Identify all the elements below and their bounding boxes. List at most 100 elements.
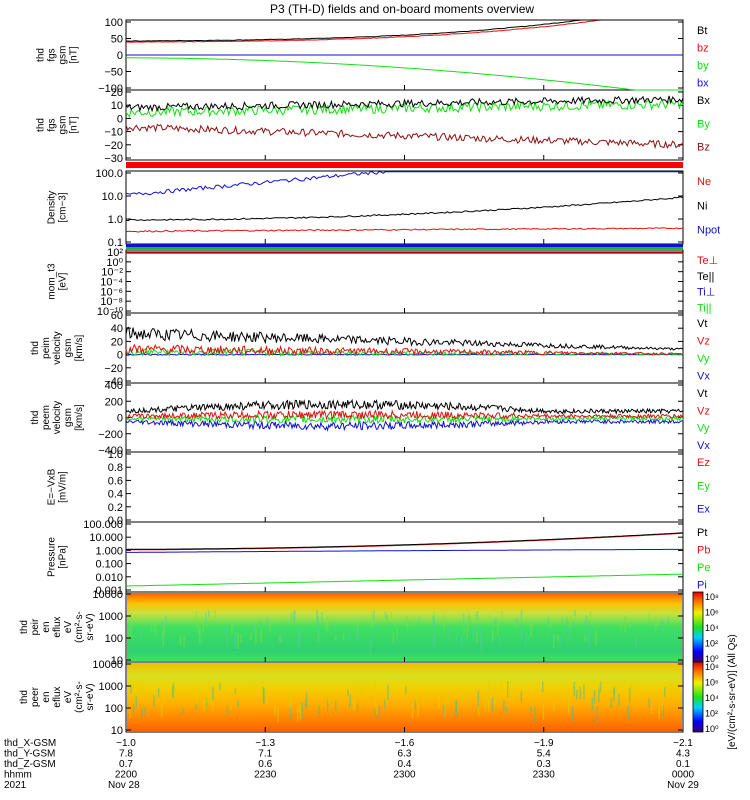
y-axis-label: eflux <box>52 616 63 637</box>
electron-spectrogram-texture <box>579 686 582 700</box>
ion-spectrogram-texture <box>297 630 300 641</box>
electron-spectrogram-texture <box>326 699 329 711</box>
electron-spectrogram-texture <box>542 681 544 693</box>
ion-spectrogram-texture <box>223 627 226 635</box>
ion-spectrogram-texture <box>240 634 242 643</box>
electron-spectrogram-texture <box>416 691 418 706</box>
y-tick-label: 0.0 <box>108 515 123 527</box>
ion-spectrogram-texture <box>201 615 203 624</box>
electron-spectrogram-texture <box>618 694 620 707</box>
ion-spectrogram-texture <box>488 614 490 622</box>
y-tick-label: 10⁻² <box>101 267 123 279</box>
electron-spectrogram-texture <box>512 687 514 703</box>
electron-spectrogram-texture <box>567 696 570 713</box>
series-Ti-par <box>126 247 683 249</box>
y-axis-label: peir <box>30 618 41 635</box>
ion-spectrogram-texture <box>588 620 591 633</box>
ion-spectrogram-texture <box>161 625 163 638</box>
ion-spectrogram-texture <box>154 623 156 635</box>
electron-spectrogram-texture <box>662 706 664 720</box>
electron-spectrogram-texture <box>182 707 184 714</box>
y-axis-label: [nPa] <box>58 545 69 569</box>
ion-spectrogram-texture <box>433 617 436 631</box>
electron-spectrogram-texture <box>454 691 456 700</box>
series-Vy <box>125 413 684 425</box>
ion-spectrogram-texture <box>467 613 469 628</box>
ion-spectrogram-texture <box>165 616 167 626</box>
panel-1: 100 50 0 −50 −100 thd fgs gsm [nT] Bt bz by bx <box>36 17 710 95</box>
y-tick-label: −50 <box>104 67 123 79</box>
electron-spectrogram-texture <box>140 685 143 699</box>
y-axis-label: [nT] <box>69 46 80 63</box>
series-Bz <box>125 123 684 150</box>
colorbar-tick-label: 10⁶ <box>705 608 719 618</box>
ion-spectrogram-texture <box>207 610 210 617</box>
legend-entry: Npot <box>697 225 720 237</box>
y-tick-label: 10² <box>107 247 123 259</box>
ion-spectrogram-texture <box>162 621 164 628</box>
electron-spectrogram-texture <box>203 697 205 713</box>
panel-7: 1.00.80.6 0.40.20.0 E=−VxB [mV/m] Ez Ey Ex <box>47 449 711 527</box>
ion-spectrogram-texture <box>477 611 479 624</box>
electron-spectrogram-texture <box>443 704 445 717</box>
electron-spectrogram-texture <box>447 694 449 703</box>
y-axis-label: [km/s] <box>74 404 85 431</box>
ion-spectrogram-texture <box>290 613 293 621</box>
legend-entry: Ti⊥ <box>697 287 715 299</box>
y-axis-label: [km/s] <box>74 334 85 361</box>
panel-frame <box>125 312 684 384</box>
y-axis-label: thd <box>36 48 47 62</box>
footer-value: −1.9 <box>534 738 554 749</box>
ion-spectrogram-texture <box>660 619 663 634</box>
legend-entry: bz <box>697 43 709 55</box>
y-tick-label: 0.001 <box>95 585 123 597</box>
ion-spectrogram-texture <box>202 623 205 633</box>
ion-spectrogram-texture <box>376 618 379 627</box>
ion-spectrogram-texture <box>655 620 657 630</box>
electron-spectrogram-texture <box>327 690 330 704</box>
ion-spectrogram-texture <box>355 627 358 640</box>
y-tick-label: 100 <box>105 17 123 29</box>
electron-spectrogram-texture <box>160 703 163 717</box>
colorbar-scale <box>692 661 704 733</box>
electron-spectrogram-texture <box>304 699 307 708</box>
legend-entry: Bt <box>697 25 707 37</box>
ion-spectrogram-texture <box>317 616 319 631</box>
electron-spectrogram-texture <box>351 684 354 692</box>
footer-value: −2.1 <box>673 738 693 749</box>
ion-spectrogram-texture <box>373 610 375 621</box>
electron-spectrogram-texture <box>211 691 213 705</box>
electron-spectrogram-texture <box>309 687 312 697</box>
series-Vt <box>125 398 684 415</box>
series-Vx <box>126 353 684 356</box>
ion-spectrogram-texture <box>584 635 587 642</box>
ion-spectrogram-texture <box>198 626 201 644</box>
y-tick-label: 10⁰ <box>106 257 123 269</box>
ion-spectrogram <box>127 593 682 661</box>
electron-spectrogram-texture <box>335 700 337 714</box>
legend-entry: Pe <box>697 562 710 574</box>
ion-spectrogram-texture <box>280 635 283 643</box>
y-axis-label: (cm²-s- <box>74 681 85 713</box>
ion-spectrogram-texture <box>335 635 337 641</box>
electron-spectrogram-texture <box>290 696 292 714</box>
ion-spectrogram-texture <box>214 610 216 618</box>
legend-entry: Bx <box>697 95 710 107</box>
electron-spectrogram-texture <box>208 687 210 704</box>
y-axis-label: [cm−3] <box>58 192 69 223</box>
y-tick-label: 10.0 <box>102 191 123 203</box>
ion-spectrogram-texture <box>531 617 533 627</box>
ion-spectrogram-texture <box>406 616 409 630</box>
legend-entry: Vt <box>697 318 707 330</box>
ion-spectrogram-texture <box>357 630 360 639</box>
footer-value: 2200 <box>115 770 138 781</box>
ion-spectrogram-texture <box>356 621 359 634</box>
y-axis-label: [mV/m] <box>58 471 69 503</box>
panel-10: 10000 1000 100 10 thd peer en eflux eV (cm²-s-sr-… <box>19 659 684 737</box>
electron-spectrogram-texture <box>573 681 576 697</box>
legend-entry: Ey <box>697 480 710 492</box>
ion-spectrogram-texture <box>163 624 165 634</box>
series-Pb <box>125 532 684 551</box>
ion-spectrogram-texture <box>570 616 572 628</box>
